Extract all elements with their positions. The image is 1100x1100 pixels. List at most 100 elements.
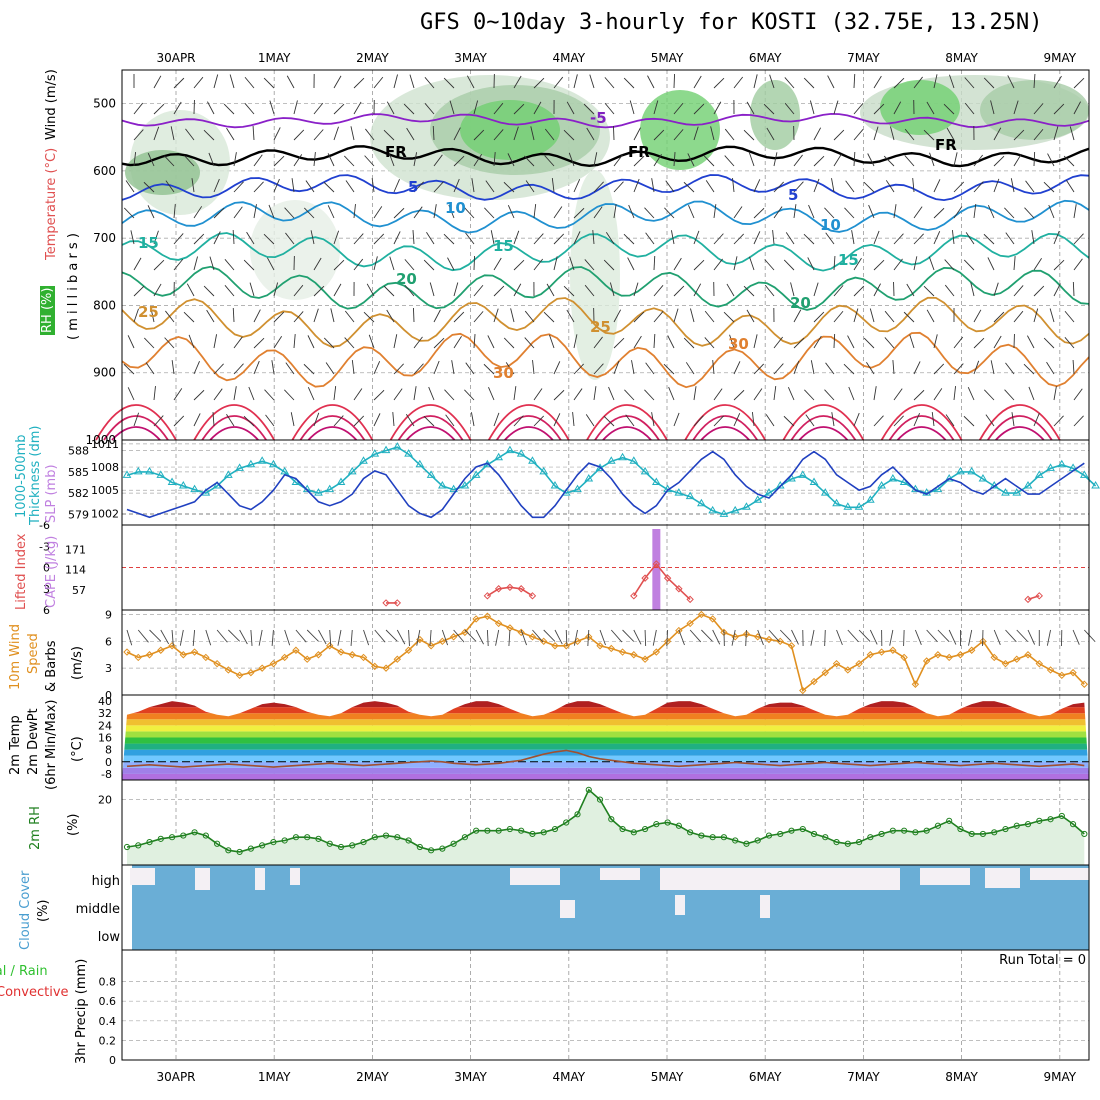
rh2m-point [687, 829, 694, 836]
wind-barb [243, 259, 255, 271]
wind-barb [953, 336, 964, 349]
wind-barb [404, 259, 415, 271]
wind-barb [893, 77, 905, 89]
wind10-barb [712, 629, 721, 645]
wind-barb [213, 207, 225, 219]
hot-isotherm-loop [291, 404, 374, 441]
wind10-line [126, 613, 1085, 692]
wind-barb [1033, 258, 1042, 271]
wind-barb [264, 389, 275, 401]
wind-barb [987, 204, 995, 219]
wind-barb [325, 362, 335, 375]
rh2m-point [788, 827, 795, 834]
wind-barb [970, 282, 975, 297]
wind-barb [603, 259, 615, 271]
wind10-barb [149, 629, 162, 642]
wind-barb [1043, 181, 1055, 193]
rh2m-point [292, 834, 300, 841]
thickness-point [1057, 459, 1067, 468]
wind-barb [1033, 285, 1045, 297]
wind10-barb [137, 629, 149, 643]
tick-label: 20 [98, 794, 112, 807]
thickness-point [257, 456, 267, 464]
wind-barb [553, 76, 564, 89]
wind10-point [765, 635, 773, 644]
axis-labels: 30APR 30APR 1MAY 1MAY 2MAY 2MAY 3MAY 3MAY 4MAY 4M… [156, 51, 1086, 1084]
wind-barb [853, 129, 864, 141]
wind-barb [973, 154, 984, 167]
hot-isotherm-loop [602, 426, 652, 441]
wind-barb [413, 152, 418, 167]
wind-barb [285, 362, 295, 375]
wind-barb [313, 257, 322, 271]
rh2m-point [732, 837, 739, 844]
wind10-barb [565, 629, 568, 647]
wind10-barb [543, 629, 556, 642]
wind-barb [233, 386, 237, 401]
wind-barb [813, 155, 825, 167]
wind-barb [448, 204, 455, 219]
day-label-top: 3MAY [454, 51, 487, 65]
wind-barb [933, 231, 941, 245]
wind-barb [473, 334, 476, 349]
tick-label: 582 [68, 487, 89, 500]
day-label-bottom: 5MAY [651, 1070, 684, 1084]
wind-barb [746, 101, 755, 115]
wind-barb [184, 155, 195, 167]
tick-label: 6 [105, 635, 112, 648]
rh2m-area [127, 789, 1085, 865]
hot-isotherm-loop [896, 426, 947, 441]
thickness-point [314, 488, 323, 496]
wind-barb [673, 152, 676, 167]
temp-color-band [122, 701, 1089, 708]
wind-barb [713, 258, 723, 271]
wind-barb [953, 181, 965, 193]
cloud-gap [195, 868, 210, 890]
wind-barb [513, 386, 517, 401]
rh2m-point [394, 834, 401, 841]
rh2m-point [180, 832, 187, 839]
wind-barb [633, 311, 645, 323]
wind10-barb [633, 629, 642, 645]
wind10-axis-label-3: & Barbs [44, 640, 59, 692]
cloud-gap [560, 900, 575, 918]
cloud-gap [510, 868, 560, 885]
wind-barb [873, 230, 880, 245]
wind-barb [633, 282, 639, 297]
wind-barb [993, 282, 999, 297]
wind-barb [912, 178, 915, 193]
wind-barb [164, 337, 175, 349]
thickness-point [877, 481, 886, 489]
contour-label: 15 [838, 251, 859, 269]
cloud-gap [660, 868, 900, 890]
wind-barb [453, 282, 459, 297]
wind-barb [445, 414, 455, 427]
thickness-point [708, 505, 718, 514]
thickness-point [122, 470, 132, 478]
wind-barb [973, 360, 980, 375]
wind10-point [686, 619, 694, 628]
wind-barb [853, 103, 864, 115]
wind10-barb [1046, 629, 1051, 646]
wind-barb [350, 126, 355, 141]
thickness-point [269, 459, 278, 468]
hot-isotherm-loop [299, 415, 366, 441]
wind-barb [653, 129, 665, 141]
wind-barb [229, 74, 235, 89]
wind10-barb [329, 629, 332, 646]
wind-barb [1073, 101, 1081, 115]
temp-tick-label: 32 [98, 707, 112, 720]
wind-barb [330, 308, 335, 323]
hot-isotherm-loop [307, 426, 358, 441]
wind-barb [753, 179, 761, 193]
wind-barb [193, 233, 205, 245]
cloud-gap [600, 868, 640, 880]
wind-barb [983, 233, 995, 245]
wind-barb [1011, 412, 1015, 427]
wind-barb [831, 412, 835, 427]
wind-barb [423, 259, 435, 271]
wind-barb [373, 206, 383, 219]
thickness-point [505, 445, 515, 454]
wind-barb [733, 206, 743, 219]
wind-barb [873, 283, 881, 297]
